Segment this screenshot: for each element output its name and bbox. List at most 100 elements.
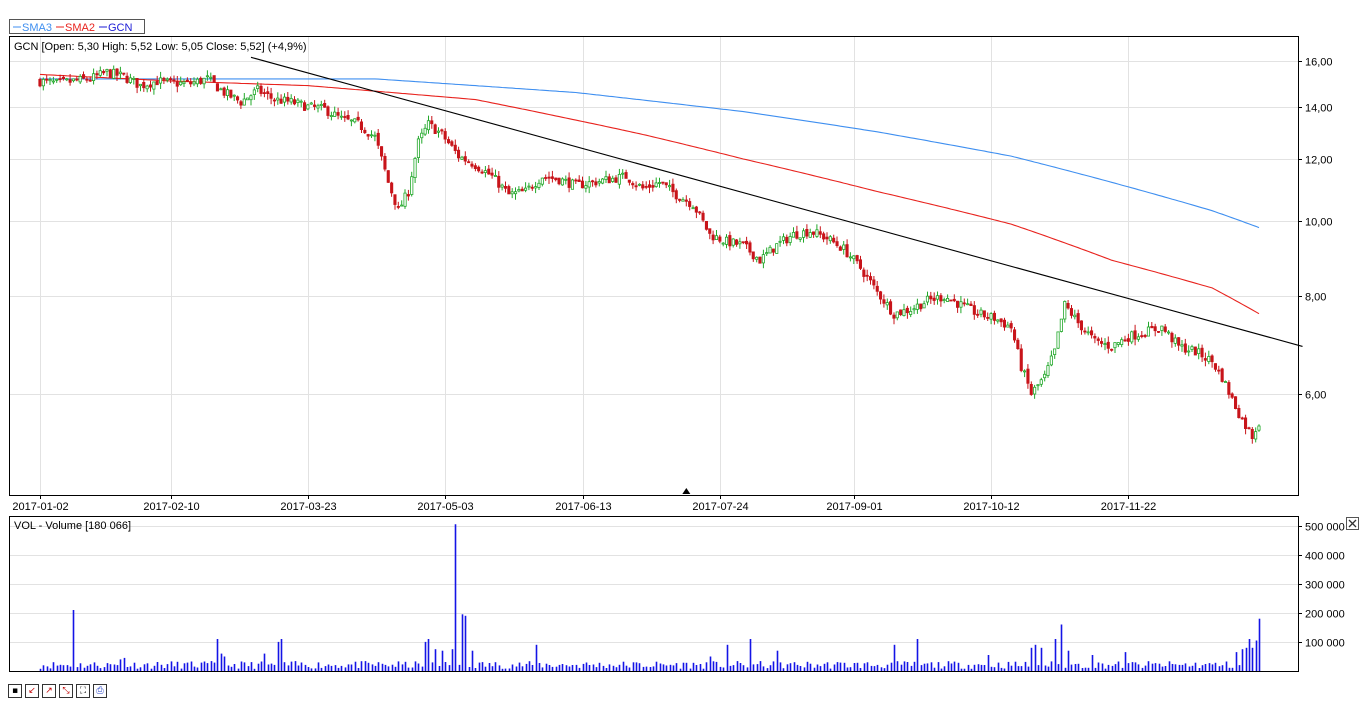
candle [296,98,300,107]
candle-body-down [68,79,72,83]
candle-body-down [386,170,390,183]
x-tick-label: 2017-10-12 [963,501,1019,513]
zoom-reset-icon[interactable]: ⤡ [59,684,73,698]
selection-marker-icon[interactable] [682,488,691,494]
candle-body-down [446,139,451,144]
candle-body-down [222,87,226,96]
candle-body-up [132,78,136,80]
candle [845,239,849,258]
candle-body-up [192,81,196,85]
candle [1187,345,1191,357]
candle [1009,320,1013,333]
candle [966,298,970,306]
candle [946,294,950,302]
candle-body-up [1053,348,1057,355]
legend-item-gcn[interactable]: GCN [108,22,133,34]
candle-body-down [292,99,296,105]
candle-body-up [621,172,625,175]
candle [1066,300,1070,310]
legend-item-sma2[interactable]: SMA2 [65,22,95,34]
candle-body-up [979,309,983,315]
close-panel-button[interactable] [1346,517,1359,530]
candle-body-down [1002,319,1006,328]
candle-body-up [637,183,641,186]
candle-body-down [708,228,712,234]
candle [725,234,729,249]
candle [996,319,1000,324]
candle-body-down [1019,348,1023,371]
candle-body-up [1173,337,1177,344]
candle [798,237,802,243]
candle [430,116,434,129]
candle [574,178,578,184]
candle-body-down [647,184,651,188]
candle [644,181,648,190]
candle [557,177,561,186]
candle [1123,335,1127,342]
candle [895,311,899,321]
candle-body-down [473,165,477,169]
candle [232,94,236,101]
candle-body-up [1103,343,1107,346]
zoom-out-icon[interactable]: ↗ [42,684,56,698]
fit-icon[interactable]: ⛶ [76,684,90,698]
candle-body-down [1217,369,1221,372]
candle-body-up [731,238,735,246]
candle [1150,322,1154,329]
candle [681,197,685,202]
candle-body-down [845,244,849,258]
candle-body-down [88,79,92,82]
candle-body-up [925,295,929,303]
save-icon[interactable]: ▪ [8,684,22,698]
legend-item-sma3[interactable]: SMA3 [22,22,52,34]
candle [1160,325,1164,336]
candle-body-up [145,85,149,90]
candle [1217,365,1221,375]
candle-body-up [195,78,199,85]
candle-body-up [517,189,521,192]
candle-body-up [219,88,223,91]
candle [1046,362,1050,378]
candle [48,77,52,85]
print-icon[interactable]: ⎙ [93,684,107,698]
candle [842,241,846,255]
candle-body-down [962,302,966,305]
candle-body-up [500,184,504,188]
candle [165,77,169,83]
candle-body-up [182,81,186,85]
candle-body-down [1163,326,1167,332]
candle [748,240,752,256]
candle [1096,336,1100,346]
candle-body-up [420,132,424,139]
candle [1110,348,1114,352]
candle [202,77,206,89]
candle-body-up [597,181,601,184]
candle-body-down [390,182,394,194]
candle [349,119,353,127]
candle [1113,342,1117,353]
candle [708,228,712,240]
candle-body-down [1213,363,1218,370]
candle-body-down [61,76,65,80]
candle [269,87,273,105]
candle [406,189,410,201]
volume-panel-header: VOL - Volume [180 066] [14,520,131,532]
candle [262,88,266,98]
candle [1234,396,1238,410]
candle [1183,338,1187,355]
candle [1086,326,1090,336]
candle [1026,364,1030,389]
candle [858,255,862,270]
candle [882,294,886,308]
candle [346,110,350,121]
candle-body-up [1033,386,1037,395]
candle [423,124,427,136]
candle-body-up [289,98,293,103]
candle-body-up [725,236,729,245]
candle-body-down [175,81,179,87]
candle [276,92,280,105]
candle [550,170,554,183]
candle [142,79,146,92]
candle [135,78,139,94]
zoom-in-icon[interactable]: ↙ [25,684,39,698]
